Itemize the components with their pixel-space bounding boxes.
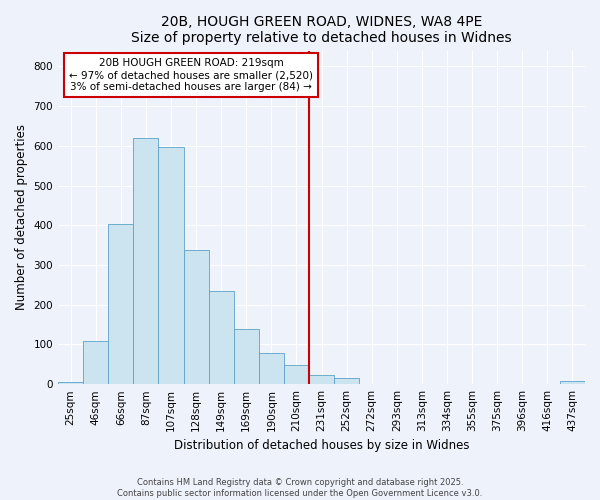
Text: 20B HOUGH GREEN ROAD: 219sqm
← 97% of detached houses are smaller (2,520)
3% of : 20B HOUGH GREEN ROAD: 219sqm ← 97% of de… [69,58,313,92]
Bar [259,353,284,384]
Text: Contains HM Land Registry data © Crown copyright and database right 2025.
Contai: Contains HM Land Registry data © Crown c… [118,478,482,498]
Bar [209,291,233,384]
Bar [284,365,309,384]
Bar [233,330,259,384]
Bar [184,250,209,384]
Title: 20B, HOUGH GREEN ROAD, WIDNES, WA8 4PE
Size of property relative to detached hou: 20B, HOUGH GREEN ROAD, WIDNES, WA8 4PE S… [131,15,512,45]
X-axis label: Distribution of detached houses by size in Widnes: Distribution of detached houses by size … [174,440,469,452]
Bar [560,382,585,384]
Bar [158,148,184,384]
Bar [58,382,83,384]
Bar [83,342,108,384]
Y-axis label: Number of detached properties: Number of detached properties [15,124,28,310]
Bar [309,374,334,384]
Bar [334,378,359,384]
Bar [108,224,133,384]
Bar [133,138,158,384]
